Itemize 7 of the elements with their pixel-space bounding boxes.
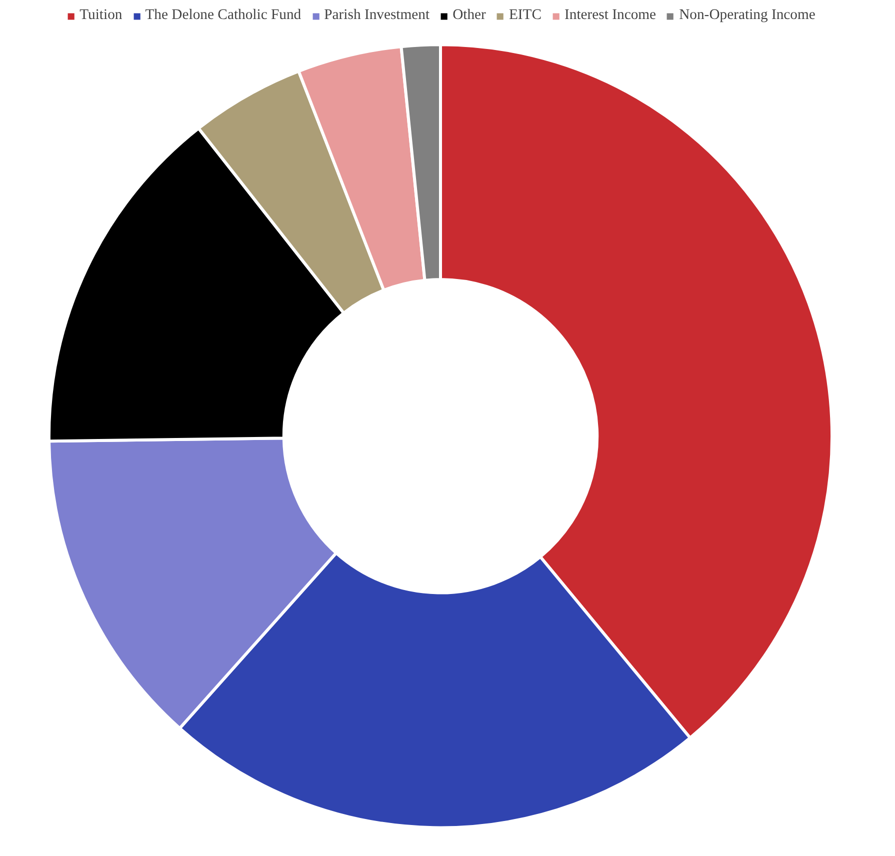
legend-label: Interest Income: [564, 7, 656, 24]
legend-label: Parish Investment: [324, 7, 430, 24]
legend-label: Other: [452, 7, 486, 24]
legend-label: Non-Operating Income: [679, 7, 816, 24]
legend-label: Tuition: [80, 7, 122, 24]
legend-label: The Delone Catholic Fund: [145, 7, 302, 24]
legend-label: EITC: [508, 7, 542, 24]
